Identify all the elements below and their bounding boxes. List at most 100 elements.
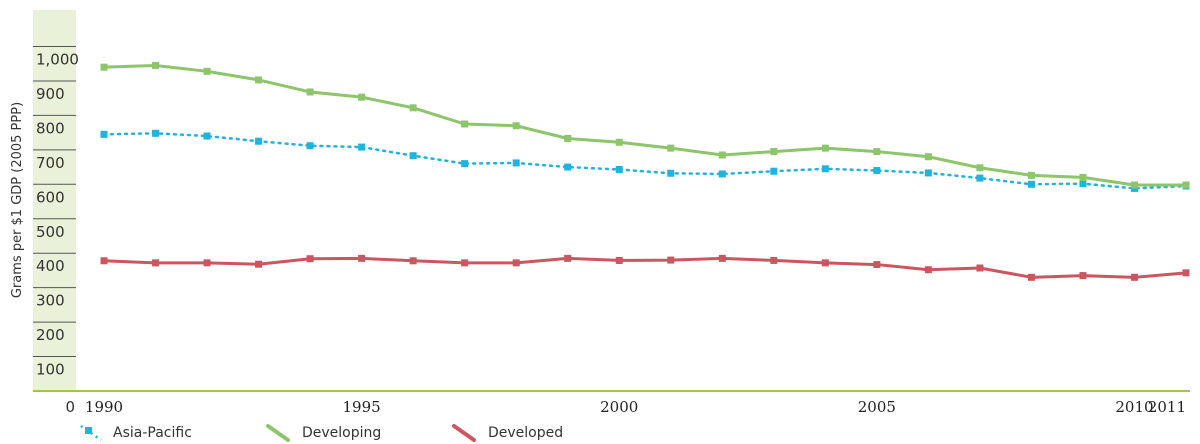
data-point	[821, 259, 829, 267]
data-point	[409, 152, 417, 160]
data-point	[461, 120, 469, 128]
data-point	[976, 174, 984, 182]
y-tick-label: 100	[36, 361, 65, 379]
data-point	[564, 163, 572, 171]
series-line	[102, 132, 1188, 190]
data-point	[1027, 273, 1035, 281]
data-point	[667, 169, 675, 177]
legend-swatch-line-icon	[452, 424, 476, 442]
data-point	[1130, 181, 1138, 189]
x-tick-label: 2010	[1115, 398, 1153, 416]
legend-swatch-line-icon	[266, 424, 290, 442]
data-point	[770, 167, 778, 175]
data-point	[255, 260, 263, 268]
data-point	[203, 132, 211, 140]
data-point	[306, 88, 314, 96]
y-tick-label: 200	[36, 326, 65, 344]
x-tick-label: 2000	[600, 398, 638, 416]
data-point	[409, 104, 417, 112]
chart: 0 100 200 300 400 500 600 700 800 900 1,000 Grams …	[10, 10, 1190, 416]
data-point	[306, 255, 314, 263]
legend-label: Developed	[488, 425, 564, 441]
data-point	[409, 257, 417, 265]
data-point	[564, 254, 572, 262]
data-point	[512, 159, 520, 167]
data-point	[770, 148, 778, 156]
data-point	[564, 134, 572, 142]
x-tick-label: 2011	[1148, 398, 1186, 416]
series-line	[103, 63, 1186, 187]
data-point	[615, 138, 623, 146]
y-tick-label: 400	[36, 257, 65, 275]
data-point	[667, 144, 675, 152]
data-point	[1079, 272, 1087, 280]
data-point	[100, 63, 108, 71]
x-tick-label: 1990	[85, 398, 123, 416]
data-point	[667, 256, 675, 264]
y-axis: 0 100 200 300 400 500 600 700 800 900 1,000	[33, 46, 79, 416]
data-point	[615, 165, 623, 173]
data-point	[1079, 173, 1087, 181]
y-tick-label: 800	[36, 119, 65, 137]
data-point	[512, 122, 520, 130]
series-line	[103, 256, 1187, 279]
legend-item-asia-pacific: Asia-Pacific	[75, 424, 192, 442]
y-tick-label: 1,000	[36, 51, 79, 69]
legend-item-developing: Developing	[264, 424, 381, 442]
data-point	[152, 129, 160, 137]
data-point	[924, 266, 932, 274]
data-point	[873, 148, 881, 156]
data-point	[718, 151, 726, 159]
series-layer	[100, 61, 1190, 281]
data-point	[924, 169, 932, 177]
data-point	[152, 259, 160, 267]
data-point	[1027, 171, 1035, 179]
data-point	[1130, 273, 1138, 281]
y-tick-label: 0	[65, 398, 75, 416]
legend-item-developed: Developed	[450, 424, 563, 442]
x-tick-label: 2005	[858, 398, 896, 416]
data-point	[100, 130, 108, 138]
data-point	[770, 256, 778, 264]
series-developing	[100, 61, 1190, 189]
data-point	[358, 254, 366, 262]
series-developed	[100, 254, 1190, 281]
data-point	[203, 259, 211, 267]
data-point	[924, 153, 932, 161]
y-tick-label: 300	[36, 292, 65, 310]
data-point	[100, 257, 108, 265]
data-point	[1182, 269, 1190, 277]
data-point	[615, 256, 623, 264]
data-point	[821, 165, 829, 173]
data-point	[718, 170, 726, 178]
y-axis-label: Grams per $1 GDP (2005 PPP)	[10, 102, 25, 298]
data-point	[873, 261, 881, 269]
y-tick-label: 700	[36, 154, 65, 172]
data-point	[821, 144, 829, 152]
data-point	[461, 259, 469, 267]
data-point	[1027, 180, 1035, 188]
data-point	[461, 160, 469, 168]
y-tick-label: 600	[36, 188, 65, 206]
data-point	[203, 67, 211, 75]
series-asia-pacific	[100, 129, 1190, 192]
x-tick-label: 1995	[343, 398, 381, 416]
data-point	[358, 93, 366, 101]
legend-swatch-dotted-icon	[80, 424, 102, 442]
data-point	[976, 264, 984, 272]
data-point	[152, 61, 160, 69]
data-point	[873, 167, 881, 175]
y-tick-label: 900	[36, 85, 65, 103]
y-tick-label: 500	[36, 223, 65, 241]
legend: Asia-Pacific Developing Developed	[0, 424, 1200, 444]
data-point	[255, 137, 263, 145]
data-point	[306, 142, 314, 150]
y-axis-band	[33, 10, 76, 390]
data-point	[512, 259, 520, 267]
data-point	[1182, 181, 1190, 189]
legend-label: Asia-Pacific	[113, 425, 192, 441]
data-point	[976, 164, 984, 172]
legend-label: Developing	[302, 425, 382, 441]
data-point	[718, 254, 726, 262]
